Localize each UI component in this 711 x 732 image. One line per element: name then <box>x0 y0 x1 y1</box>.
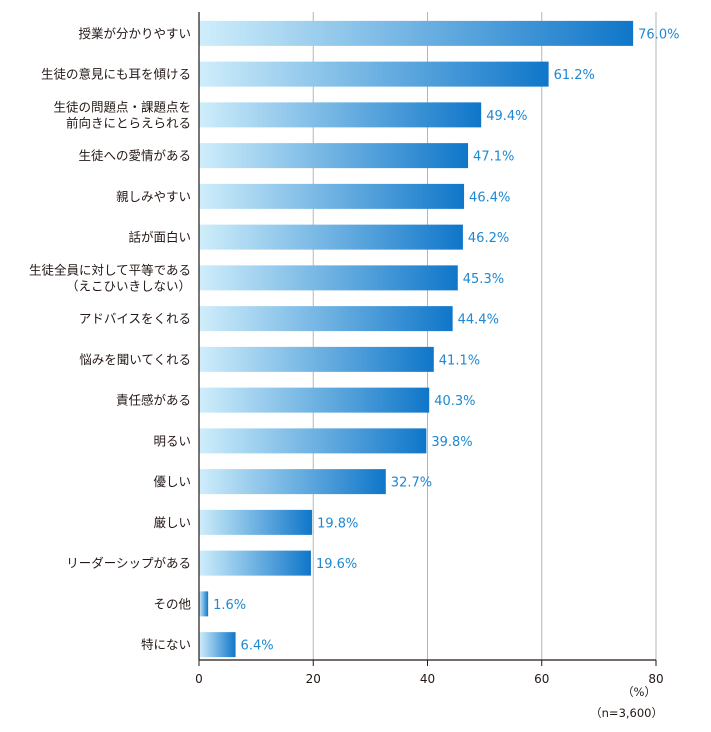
category-label: 優しい <box>153 474 191 489</box>
category-label: 生徒の問題点・課題点を <box>53 99 191 114</box>
bar <box>199 306 453 332</box>
bar <box>199 143 469 169</box>
category-label: 生徒全員に対して平等である <box>29 262 191 277</box>
category-label: アドバイスをくれる <box>79 311 191 326</box>
value-label: 46.2% <box>468 231 509 246</box>
x-tick-label: 80 <box>648 672 663 686</box>
value-label: 47.1% <box>473 150 514 165</box>
category-label: 話が面白い <box>128 230 191 245</box>
value-label: 49.4% <box>486 109 527 124</box>
category-label: 特にない <box>141 637 191 652</box>
value-label: 1.6% <box>213 598 246 613</box>
bar <box>199 346 434 372</box>
x-tick-label: 20 <box>306 672 321 686</box>
x-tick-label: 60 <box>534 672 549 686</box>
unit-label: （%） <box>622 685 656 699</box>
category-label: （えこひいきしない） <box>66 278 191 293</box>
category-label: 生徒への愛情がある <box>78 148 191 163</box>
bar <box>199 469 386 495</box>
category-label: 厳しい <box>153 515 191 530</box>
bar <box>199 591 209 617</box>
category-label: 悩みを聞いてくれる <box>79 352 191 367</box>
value-label: 32.7% <box>391 476 432 491</box>
x-tick-label: 40 <box>420 672 435 686</box>
category-label: 明るい <box>153 433 191 448</box>
x-tick-label: 0 <box>195 672 203 686</box>
bar <box>199 509 313 535</box>
bar <box>199 550 311 576</box>
bars <box>199 20 634 658</box>
value-label: 45.3% <box>463 272 504 287</box>
bar <box>199 61 549 87</box>
category-label: 授業が分かりやすい <box>78 26 191 41</box>
value-label: 41.1% <box>439 353 480 368</box>
category-label: 責任感がある <box>116 393 191 408</box>
bar <box>199 183 465 209</box>
value-label: 40.3% <box>434 394 475 409</box>
category-label: 生徒の意見にも耳を傾ける <box>41 67 191 82</box>
sample-size-note: （n=3,600） <box>590 706 663 720</box>
value-label: 76.0% <box>638 27 679 42</box>
category-label: 親しみやすい <box>116 189 191 204</box>
category-label: その他 <box>153 596 191 611</box>
labels: 0 20 40 60 80 76.0% 授業が分かりやすい 61.2% 生徒の意見にも耳を傾ける… <box>29 26 679 686</box>
value-label: 61.2% <box>554 68 595 83</box>
axes <box>198 12 657 666</box>
bar <box>199 102 482 128</box>
value-label: 46.4% <box>469 190 510 205</box>
value-label: 6.4% <box>241 639 274 654</box>
value-label: 44.4% <box>458 313 499 328</box>
bar <box>199 224 463 250</box>
bar <box>199 387 430 413</box>
value-label: 19.6% <box>316 557 357 572</box>
bar <box>199 20 634 46</box>
value-label: 39.8% <box>431 435 472 450</box>
bar <box>199 428 427 454</box>
value-label: 19.8% <box>317 516 358 531</box>
bar <box>199 265 458 291</box>
category-label: リーダーシップがある <box>66 556 191 571</box>
category-label: 前向きにとらえられる <box>66 115 191 130</box>
bar <box>199 632 236 658</box>
